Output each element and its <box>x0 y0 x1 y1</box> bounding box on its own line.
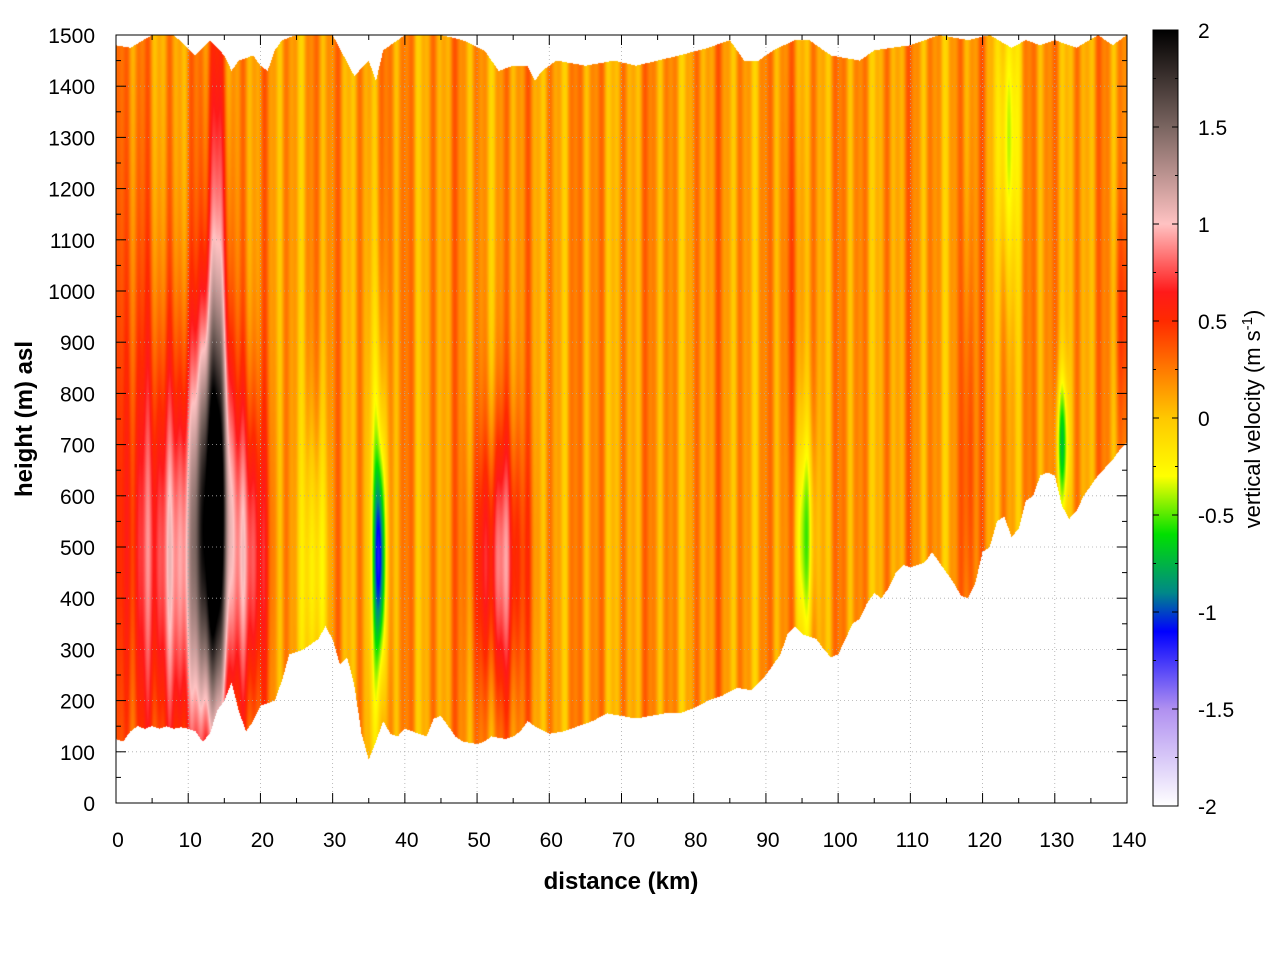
y-tick-label: 100 <box>60 742 95 765</box>
y-tick-label: 0 <box>83 793 95 816</box>
colorbar-tick-label: -1.5 <box>1198 699 1234 722</box>
y-tick-label: 700 <box>60 435 95 458</box>
x-tick-label: 10 <box>179 829 202 852</box>
colorbar: 2 1.5 1 0.5 0 -0.5 -1 -1.5 -2 vertical velocity … <box>1152 20 1265 819</box>
x-axis: 0 10 20 30 40 50 60 70 80 90 100 110 120 130 140 <box>112 35 1147 852</box>
x-tick-label: 70 <box>612 829 635 852</box>
colorbar-title-exponent: -1 <box>1239 317 1256 330</box>
x-tick-label: 20 <box>251 829 274 852</box>
x-tick-label: 40 <box>395 829 418 852</box>
y-tick-label: 600 <box>60 486 95 509</box>
colorbar-tick-label: 2 <box>1198 20 1210 43</box>
colorbar-tick-label: 1.5 <box>1198 117 1227 140</box>
x-tick-label: 0 <box>112 829 124 852</box>
y-tick-label: 500 <box>60 537 95 560</box>
x-axis-title: distance (km) <box>544 868 699 895</box>
colorbar-title-main: vertical velocity (m s <box>1240 330 1265 528</box>
colorbar-title-close: ) <box>1240 310 1265 317</box>
y-tick-label: 800 <box>60 383 95 406</box>
y-tick-label: 1100 <box>50 230 95 253</box>
y-tick-label: 900 <box>60 332 95 355</box>
x-tick-label: 140 <box>1111 829 1146 852</box>
x-tick-label: 120 <box>967 829 1002 852</box>
y-tick-label: 400 <box>60 588 95 611</box>
x-tick-label: 100 <box>823 829 858 852</box>
x-tick-label: 30 <box>323 829 346 852</box>
y-tick-label: 1400 <box>48 76 95 99</box>
colorbar-tick-label: -0.5 <box>1198 505 1234 528</box>
y-tick-label: 300 <box>60 639 95 662</box>
colorbar-tick-label: 0 <box>1198 408 1210 431</box>
x-tick-label: 50 <box>467 829 490 852</box>
y-tick-label: 200 <box>60 691 95 714</box>
x-tick-label: 60 <box>540 829 563 852</box>
plot-area: 0 10 20 30 40 50 60 70 80 90 100 110 120 130 140 0 100 2… <box>48 25 1146 852</box>
y-tick-label: 1500 <box>48 25 95 48</box>
x-tick-label: 90 <box>756 829 779 852</box>
y-tick-label: 1300 <box>48 127 95 150</box>
colorbar-title: vertical velocity (m s-1) <box>1239 310 1265 529</box>
y-axis: 0 100 200 300 400 500 600 700 800 900 1000 1100 1200… <box>48 25 1127 816</box>
y-tick-label: 1000 <box>48 281 95 304</box>
y-tick-label: 1200 <box>48 179 95 202</box>
colorbar-tick-label: 0.5 <box>1198 311 1227 334</box>
colorbar-tick-label: -2 <box>1198 796 1217 819</box>
x-tick-label: 80 <box>684 829 707 852</box>
y-axis-title: height (m) asl <box>11 341 38 497</box>
x-tick-label: 110 <box>896 829 929 852</box>
colorbar-tick-label: -1 <box>1198 602 1217 625</box>
colorbar-tick-label: 1 <box>1198 214 1210 237</box>
x-tick-label: 130 <box>1039 829 1074 852</box>
colorbar-ticks: 2 1.5 1 0.5 0 -0.5 -1 -1.5 -2 <box>1153 20 1234 819</box>
